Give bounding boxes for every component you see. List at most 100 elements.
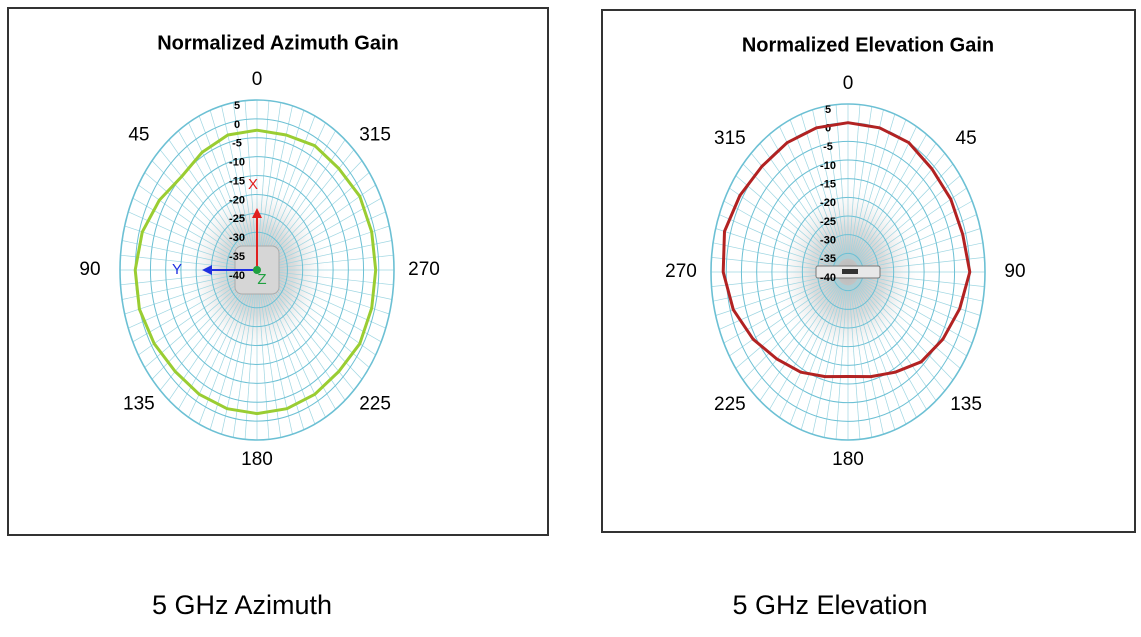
spoke	[851, 114, 896, 260]
spoke	[259, 105, 293, 257]
spoke	[267, 254, 394, 270]
gain-trace	[133, 128, 378, 416]
spoke	[120, 270, 247, 286]
spoke	[853, 134, 927, 262]
caption: 5 GHz Azimuth	[152, 590, 332, 620]
chart-title: Normalized Azimuth Gain	[157, 32, 399, 54]
spoke	[719, 214, 838, 268]
spoke	[723, 277, 839, 344]
r-tick-label: -30	[229, 232, 245, 244]
spoke	[850, 109, 884, 260]
spoke	[750, 281, 841, 392]
spoke	[735, 175, 840, 265]
spoke	[853, 283, 917, 418]
spoke	[849, 285, 873, 438]
spoke	[735, 279, 840, 369]
spoke	[858, 276, 977, 330]
spoke	[857, 278, 967, 357]
r-tick-label: -35	[820, 253, 836, 265]
r-tick-label: -20	[229, 194, 245, 206]
spoke	[120, 254, 247, 270]
spoke	[858, 214, 977, 268]
angle-label: 135	[123, 393, 155, 414]
grid-ring	[149, 137, 365, 403]
spoke	[715, 275, 838, 316]
grid-ring	[756, 159, 940, 385]
spoke	[132, 197, 248, 265]
grid-ring	[710, 103, 986, 441]
r-tick-label: -35	[229, 251, 245, 263]
spoke	[750, 152, 841, 263]
spoke	[713, 242, 838, 271]
spoke	[122, 272, 247, 300]
spoke	[267, 274, 386, 329]
angle-label: 180	[241, 449, 273, 470]
grid-ring	[119, 99, 395, 441]
spoke	[244, 100, 257, 257]
spoke	[124, 273, 247, 315]
spoke	[835, 285, 848, 440]
spoke	[857, 187, 967, 266]
r-tick-label: -10	[229, 157, 245, 169]
spoke	[144, 172, 249, 263]
spoke	[151, 160, 249, 262]
grid-ring	[786, 196, 910, 348]
r-tick-label: -25	[820, 216, 836, 228]
angle-label: 225	[714, 394, 746, 415]
grid-ring	[771, 178, 925, 366]
device-port	[842, 269, 858, 274]
spoke	[742, 163, 840, 264]
grid-ring	[180, 175, 334, 365]
angle-label: 270	[408, 259, 440, 280]
spoke	[178, 130, 252, 260]
grid-ring	[165, 156, 349, 384]
spoke	[759, 143, 842, 262]
angle-label: 180	[832, 449, 864, 470]
angle-label: 90	[1004, 261, 1025, 282]
r-tick-label: -25	[229, 213, 245, 225]
spoke	[779, 283, 843, 418]
spoke	[267, 272, 392, 300]
r-tick-label: -40	[229, 270, 245, 282]
angle-label: 45	[956, 128, 977, 149]
panel-frame	[7, 7, 549, 536]
spoke	[267, 240, 392, 268]
axis-dot	[253, 266, 261, 274]
spoke	[769, 282, 843, 410]
spoke	[759, 282, 842, 401]
spoke	[188, 122, 252, 259]
spoke	[812, 284, 846, 435]
caption: 5 GHz Elevation	[732, 590, 927, 620]
spoke	[851, 284, 896, 430]
spoke	[138, 184, 248, 264]
spoke	[857, 200, 973, 267]
spoke	[232, 102, 256, 257]
axis-label: X	[248, 176, 258, 193]
spoke	[856, 280, 954, 381]
spoke	[848, 104, 861, 259]
spoke	[853, 126, 917, 261]
spoke	[812, 109, 846, 260]
spoke	[848, 285, 861, 440]
r-tick-label: -5	[823, 141, 833, 153]
grid-ring	[801, 215, 895, 329]
r-tick-label: 5	[234, 100, 240, 112]
r-tick-label: -30	[820, 235, 836, 247]
spoke	[779, 126, 843, 261]
spoke	[835, 104, 848, 259]
panel-frame	[601, 9, 1136, 533]
spoke	[715, 228, 838, 269]
spoke	[849, 106, 873, 259]
spoke	[266, 275, 382, 343]
r-tick-label: -20	[820, 197, 836, 209]
angle-label: 135	[950, 394, 982, 415]
spoke	[138, 276, 248, 356]
r-tick-label: 0	[825, 123, 831, 135]
arrow-head	[202, 265, 212, 275]
spoke	[853, 282, 927, 410]
spoke	[128, 274, 247, 329]
r-tick-label: 0	[234, 119, 240, 131]
spoke	[856, 279, 961, 369]
spoke	[168, 139, 251, 260]
